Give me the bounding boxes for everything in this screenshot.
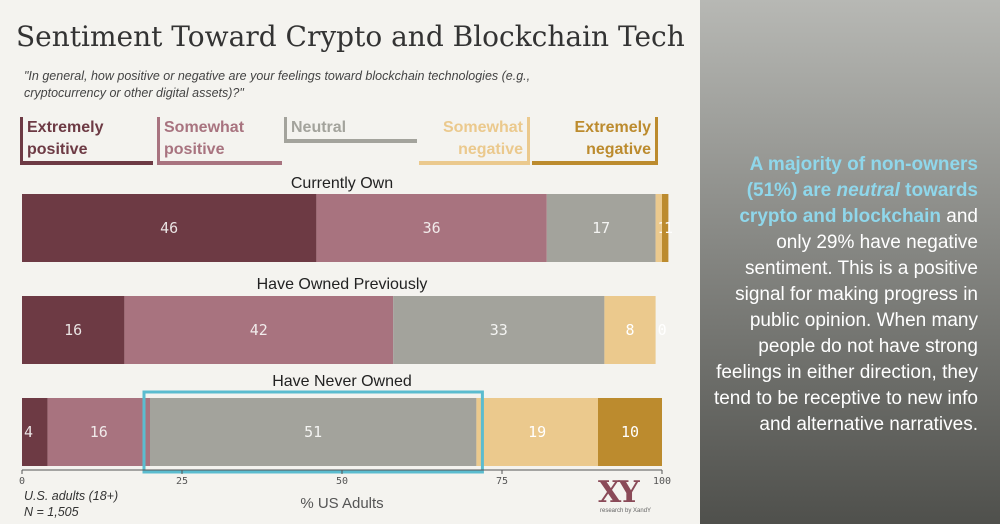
x-tick-label-75: 75 (496, 476, 508, 487)
stacked-bar-chart: Currently Own46361711Have Owned Previous… (19, 175, 673, 512)
x-axis-title: % US Adults (300, 495, 383, 512)
bar-currently-own-somewhat-negative (655, 194, 662, 262)
legend-item-extremely-positive: Extremely positive (20, 117, 153, 165)
commentary-body: and only 29% have negative sentiment. Th… (713, 206, 978, 435)
x-tick-label-100: 100 (653, 476, 671, 487)
data-label-have-never-owned-somewhat-positive: 16 (90, 423, 108, 441)
data-label-currently-own-extremely-negative: 1 (664, 219, 673, 237)
data-label-have-owned-previously-somewhat-positive: 42 (250, 321, 268, 339)
data-label-have-owned-previously-somewhat-negative: 8 (625, 321, 634, 339)
data-label-currently-own-somewhat-positive: 36 (423, 219, 441, 237)
category-label-have-owned-previously: Have Owned Previously (257, 276, 428, 293)
data-label-have-owned-previously-extremely-negative: 0 (658, 321, 667, 339)
category-label-currently-own: Currently Own (291, 175, 393, 192)
bar-have-never-owned-somewhat-negative (476, 398, 598, 466)
data-label-have-owned-previously-extremely-positive: 16 (64, 321, 82, 339)
x-tick-label-25: 25 (176, 476, 188, 487)
commentary-highlight: A majority of non-owners (51%) are (746, 154, 978, 201)
commentary-panel: A majority of non-owners (51%) are neutr… (700, 0, 1000, 524)
commentary-highlight-end: towards crypto and blockchain (739, 180, 978, 227)
bar-have-owned-previously-extremely-positive (22, 296, 125, 364)
commentary-text: A majority of non-owners (51%) are neutr… (708, 152, 978, 438)
bar-currently-own-extremely-negative (662, 194, 669, 262)
bar-have-never-owned-neutral (150, 398, 477, 466)
data-label-have-never-owned-neutral: 51 (304, 423, 322, 441)
bar-have-owned-previously-somewhat-positive (124, 296, 394, 364)
bar-currently-own-extremely-positive (22, 194, 317, 262)
data-label-have-owned-previously-neutral: 33 (490, 321, 508, 339)
chart-title: Sentiment Toward Crypto and Blockchain T… (16, 20, 685, 53)
survey-question: "In general, how positive or negative ar… (24, 69, 531, 100)
bar-have-owned-previously-somewhat-negative (604, 296, 656, 364)
data-label-have-never-owned-somewhat-negative: 19 (528, 423, 546, 441)
data-label-have-never-owned-extremely-negative: 10 (621, 423, 639, 441)
category-label-have-never-owned: Have Never Owned (272, 373, 412, 390)
data-label-currently-own-extremely-positive: 46 (160, 219, 178, 237)
legend-item-extremely-negative: Extremely negative (532, 117, 658, 165)
x-tick-label-50: 50 (336, 476, 348, 487)
bar-have-never-owned-extremely-negative (598, 398, 662, 466)
xandy-logo: XY research by XandY (598, 475, 652, 515)
legend-item-neutral: Neutral (284, 117, 417, 143)
highlight-box (142, 390, 484, 474)
legend-item-somewhat-negative: Somewhat negative (419, 117, 530, 165)
bar-currently-own-somewhat-positive (316, 194, 547, 262)
bar-have-never-owned-extremely-positive (22, 398, 48, 466)
bar-have-owned-previously-neutral (393, 296, 605, 364)
legend-item-somewhat-positive: Somewhat positive (157, 117, 282, 165)
x-tick-label-0: 0 (19, 476, 25, 487)
bar-currently-own-neutral (546, 194, 656, 262)
data-label-currently-own-neutral: 17 (592, 219, 610, 237)
bar-have-never-owned-somewhat-positive (47, 398, 150, 466)
footnote: U.S. adults (18+) N = 1,505 (24, 489, 119, 519)
commentary-emphasis: neutral (836, 180, 900, 201)
data-label-have-never-owned-extremely-positive: 4 (24, 423, 33, 441)
